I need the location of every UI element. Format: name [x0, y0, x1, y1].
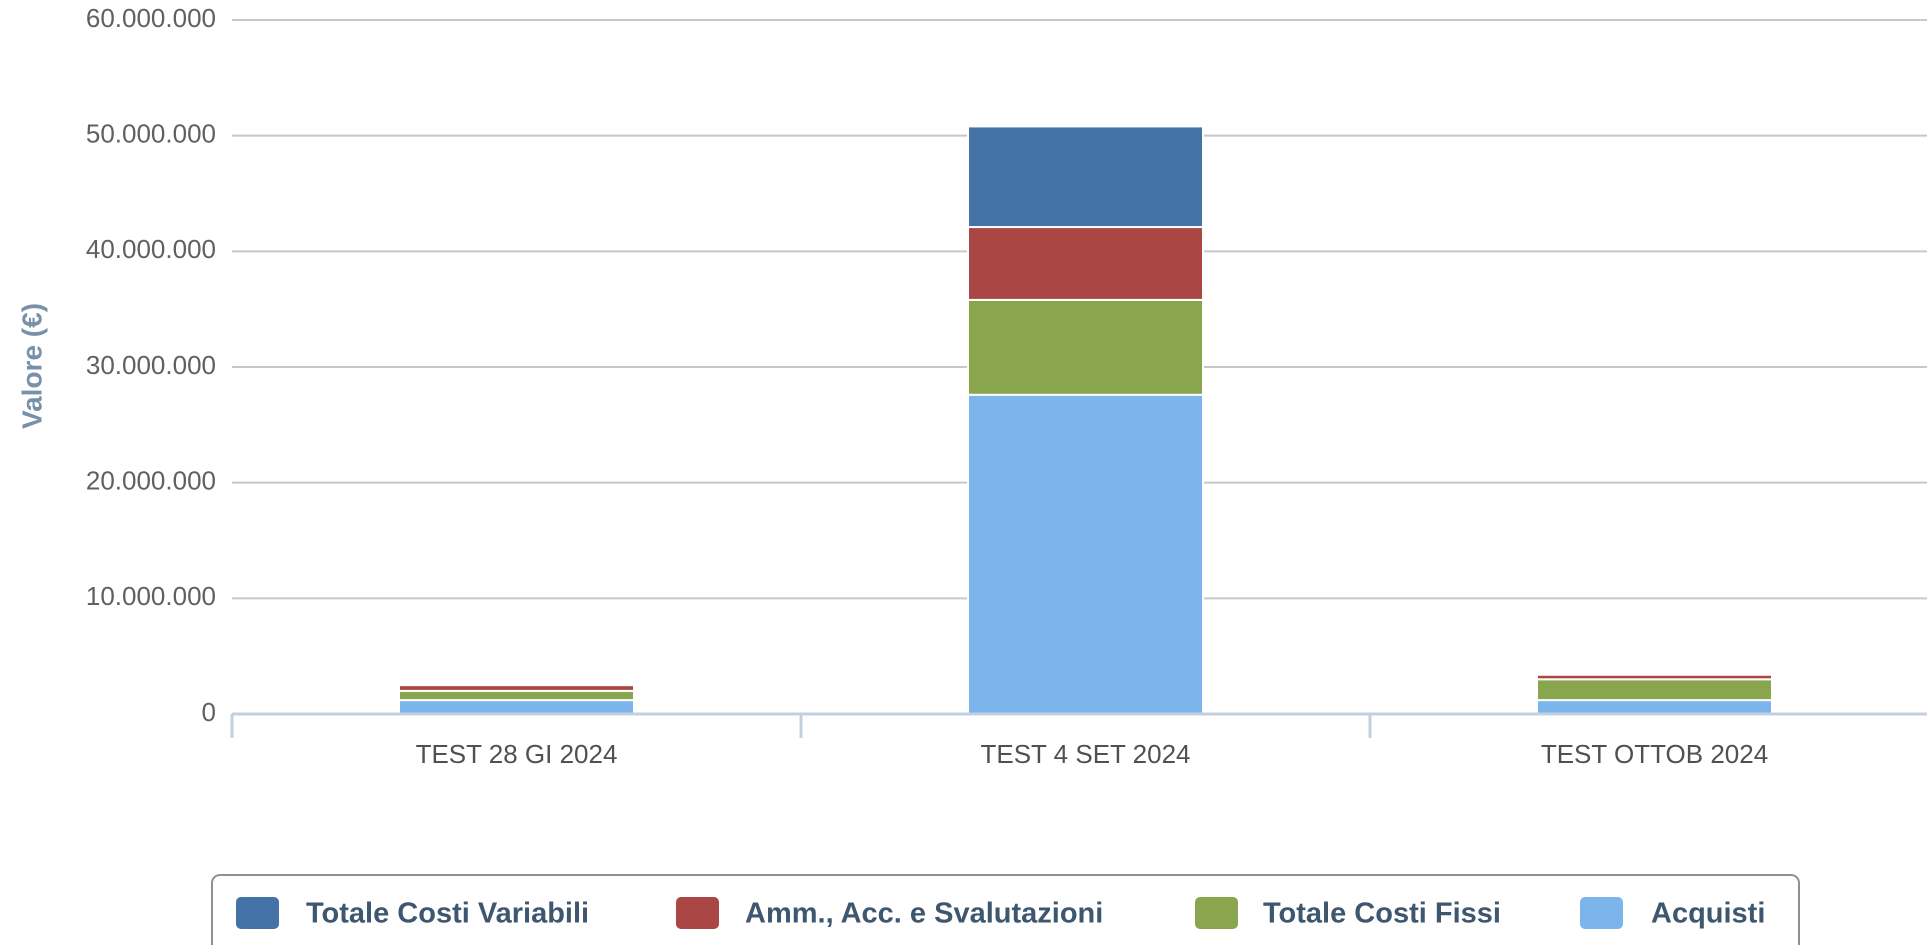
bar-segment	[1536, 699, 1773, 715]
bar-segment	[398, 689, 635, 702]
legend-swatch	[1580, 897, 1623, 929]
y-tick-label: 10.000.000	[86, 581, 216, 611]
x-tick-label: TEST 4 SET 2024	[980, 739, 1190, 769]
legend-label: Amm., Acc. e Svalutazioni	[745, 898, 1103, 930]
x-tick-label: TEST 28 GI 2024	[416, 739, 618, 769]
legend-label: Totale Costi Fissi	[1263, 898, 1501, 930]
y-axis-title: Valore (€)	[16, 303, 47, 429]
bar-segment	[1536, 678, 1773, 702]
bar-segment	[967, 226, 1204, 301]
x-tick-label: TEST OTTOB 2024	[1541, 739, 1768, 769]
legend-label: Acquisti	[1651, 898, 1765, 930]
bar-segment	[967, 393, 1204, 715]
legend-label: Totale Costi Variabili	[306, 898, 589, 930]
bar-segment	[1536, 672, 1773, 676]
y-tick-label: 30.000.000	[86, 350, 216, 380]
bar-segment	[398, 699, 635, 715]
legend-box	[211, 874, 1800, 945]
bar-segment	[967, 298, 1204, 396]
y-tick-label: 40.000.000	[86, 234, 216, 264]
legend-swatch	[676, 897, 719, 929]
y-tick-label: 50.000.000	[86, 119, 216, 149]
bar-segment	[967, 125, 1204, 229]
y-tick-label: 60.000.000	[86, 3, 216, 33]
y-tick-label: 20.000.000	[86, 466, 216, 496]
legend-swatch	[1195, 897, 1238, 929]
legend-swatch	[236, 897, 279, 929]
y-tick-label: 0	[202, 697, 216, 727]
bar-segment	[398, 682, 635, 687]
